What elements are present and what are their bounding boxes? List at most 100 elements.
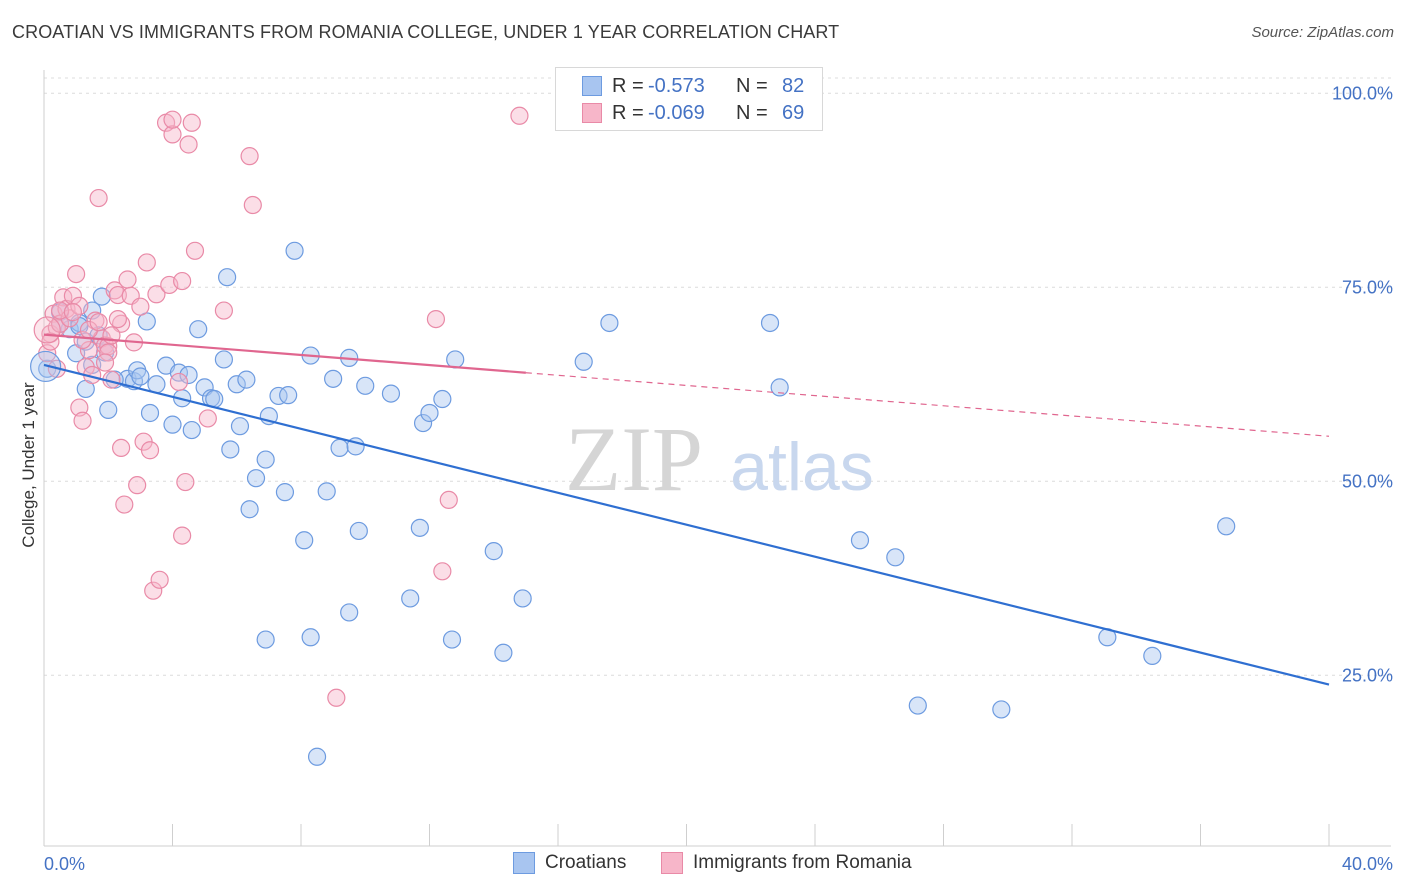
- r-label: R =: [612, 74, 644, 97]
- croatians-point: [760, 313, 780, 333]
- romania-point: [128, 476, 147, 495]
- croatians-point: [886, 548, 905, 567]
- romania-point: [327, 688, 346, 707]
- n-label: N =: [736, 101, 768, 124]
- croatians-point: [307, 747, 327, 766]
- legend-label: Croatians: [545, 852, 627, 873]
- romania-point: [243, 195, 262, 215]
- romania-point: [108, 285, 127, 305]
- romania-point: [73, 411, 92, 430]
- tick-labels: 25.0% 50.0% 75.0% 100.0% 0.0% 40.0%: [44, 83, 1393, 874]
- romania-point: [111, 438, 131, 458]
- stats-legend-row-croatians: R = -0.573 N = 82: [556, 73, 804, 99]
- croatians-point: [574, 352, 593, 371]
- croatians-point: [356, 376, 375, 395]
- croatians-point: [214, 350, 233, 369]
- croatians-point: [770, 378, 789, 397]
- croatians-point: [301, 628, 320, 647]
- croatians-point: [163, 415, 182, 434]
- croatians-point: [433, 389, 452, 409]
- r-label: R =: [612, 101, 644, 124]
- y-tick-label: 25.0%: [1342, 665, 1393, 685]
- romania-point: [150, 570, 169, 589]
- y-tick-label: 75.0%: [1342, 277, 1393, 297]
- croatians-point: [908, 696, 927, 715]
- romania-point: [240, 147, 259, 166]
- romania-point: [67, 264, 86, 284]
- source-label: Source: ZipAtlas.com: [1251, 24, 1394, 41]
- romania-point: [510, 106, 529, 125]
- legend-item-romania: Immigrants from Romania: [661, 852, 912, 874]
- croatians-point: [1217, 517, 1236, 536]
- romania-point: [99, 343, 118, 362]
- romania-point: [185, 241, 205, 260]
- croatians-point: [442, 630, 462, 649]
- romania-point: [147, 285, 166, 304]
- watermark-atlas: atlas: [730, 429, 874, 505]
- n-value: 82: [782, 74, 805, 97]
- romania-point: [426, 309, 446, 329]
- croatians-point: [992, 700, 1011, 719]
- croatians-point: [182, 420, 201, 440]
- croatians-point: [189, 320, 208, 339]
- romania-point: [439, 490, 458, 510]
- n-label: N =: [736, 74, 768, 97]
- croatians-legend-swatch: [513, 852, 535, 874]
- romania-point-large: [33, 316, 61, 344]
- croatians-point: [246, 469, 266, 488]
- n-value: 69: [782, 101, 805, 124]
- y-tick-label: 50.0%: [1342, 471, 1393, 491]
- romania-point: [214, 301, 233, 320]
- croatians-point-large: [30, 350, 62, 383]
- romania-point: [144, 581, 163, 600]
- romania-point: [163, 125, 182, 144]
- croatians-point: [340, 603, 359, 622]
- croatians-point: [494, 643, 513, 662]
- y-tick-label: 100.0%: [1332, 83, 1393, 103]
- croatians-point: [850, 531, 870, 550]
- romania-point: [176, 472, 195, 492]
- romania-point: [131, 297, 150, 316]
- croatians-point: [295, 531, 314, 550]
- croatians-point: [484, 542, 503, 561]
- croatians-point: [275, 483, 295, 502]
- croatians-point: [420, 403, 439, 423]
- croatians-point: [413, 413, 433, 433]
- croatians-point: [227, 375, 246, 394]
- legend-label: Immigrants from Romania: [693, 852, 912, 873]
- romania-point: [433, 562, 452, 581]
- romania-point: [163, 110, 182, 129]
- croatians-point: [218, 268, 237, 287]
- croatians-point: [237, 370, 256, 389]
- y-axis-label: College, Under 1 year: [19, 382, 38, 548]
- croatians-point: [381, 384, 401, 403]
- r-value: -0.573: [648, 74, 705, 97]
- romania-point: [89, 188, 108, 208]
- romania-point: [137, 253, 156, 272]
- stats-legend: R = -0.573 N = 82 R = -0.069 N = 69: [555, 67, 823, 131]
- romania-point: [115, 495, 134, 514]
- romania-point: [63, 286, 83, 305]
- r-value: -0.069: [648, 101, 705, 124]
- croatians-point: [147, 375, 166, 394]
- trend-lines: [43, 333, 1330, 686]
- x-tick-label: 0.0%: [44, 854, 85, 874]
- romania-point: [173, 271, 192, 291]
- romania-trend-line: [43, 333, 526, 374]
- croatians-point: [349, 521, 368, 541]
- croatians-point: [410, 518, 429, 537]
- romania-point: [140, 441, 160, 460]
- croatians-point: [285, 241, 304, 260]
- croatians-point: [600, 313, 619, 333]
- legend-item-croatians: Croatians: [513, 852, 626, 874]
- romania-point: [118, 270, 137, 289]
- croatians-point: [269, 386, 288, 406]
- croatians-swatch: [582, 76, 602, 96]
- romania-point: [169, 372, 189, 392]
- croatians-point: [256, 630, 275, 649]
- croatians-point: [330, 438, 349, 458]
- croatians-point: [195, 378, 214, 397]
- romania-point: [73, 330, 92, 350]
- croatians-point: [140, 403, 160, 423]
- croatians-point: [221, 440, 240, 459]
